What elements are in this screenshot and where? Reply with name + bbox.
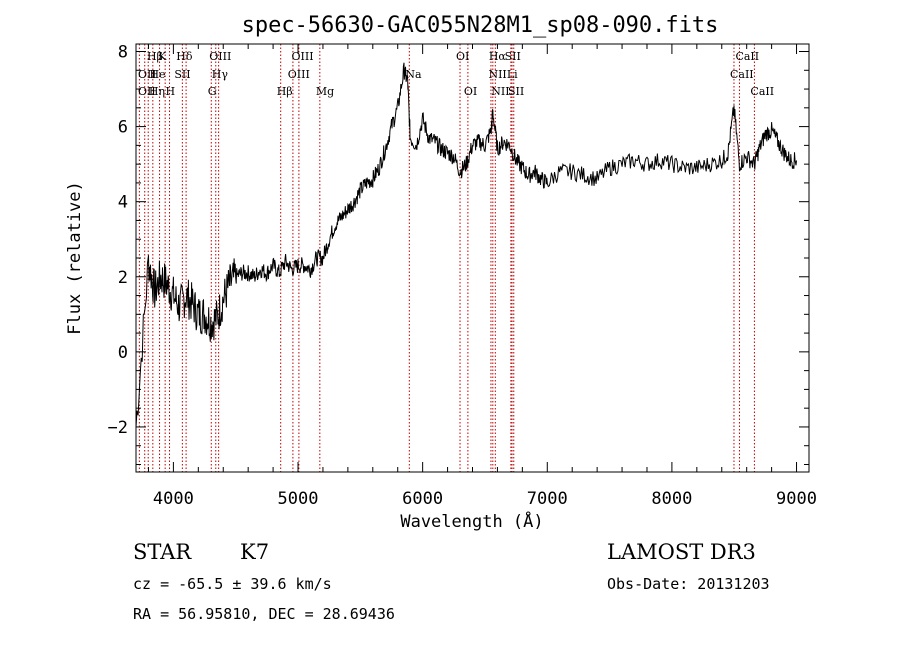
line-label: OI	[456, 50, 469, 63]
spectral-subclass: K7	[240, 540, 269, 564]
y-tick-label: 4	[118, 193, 128, 213]
line-label: OI	[464, 85, 477, 98]
line-label: G	[208, 85, 217, 98]
plot-frame	[135, 43, 810, 473]
line-label: NII	[491, 85, 509, 98]
line-label: Hη	[149, 85, 165, 98]
x-tick-label: 4000	[153, 489, 194, 509]
redshift-velocity: cz = -65.5 ± 39.6 km/s	[133, 575, 332, 593]
line-label: Hβ	[277, 85, 293, 98]
line-label: Mg	[316, 85, 334, 98]
flux-curve	[135, 62, 797, 428]
emission-line-markers	[138, 44, 755, 472]
observation-date: Obs-Date: 20131203	[607, 575, 770, 593]
y-axis-label: Flux (relative)	[65, 181, 85, 335]
line-label: Hγ	[212, 68, 229, 81]
line-label: He	[149, 68, 165, 81]
x-tick-label: 8000	[651, 489, 692, 509]
line-label: SII	[508, 85, 524, 98]
sky-coordinates: RA = 56.95810, DEC = 28.69436	[133, 605, 395, 623]
line-label: OIII	[288, 68, 310, 81]
line-label: CaII	[735, 50, 759, 63]
y-tick-label: 2	[118, 268, 128, 288]
y-tick-label: 8	[118, 43, 128, 63]
object-class: STAR	[133, 540, 192, 564]
line-label: SII	[174, 68, 190, 81]
line-label: Li	[507, 68, 518, 81]
line-label: CaII	[750, 85, 774, 98]
y-tick-label: 0	[118, 343, 128, 363]
x-tick-label: 7000	[527, 489, 568, 509]
spectrum-series	[135, 62, 797, 428]
line-label: OIII	[292, 50, 314, 63]
line-label: Na	[405, 68, 422, 81]
y-tick-label: −2	[108, 418, 128, 438]
x-tick-label: 6000	[402, 489, 443, 509]
x-tick-label: 5000	[278, 489, 319, 509]
line-label: Hα	[489, 50, 507, 63]
axis-ticks: 4000 5000 6000 7000 8000 9000 −2 0 2 4 6 8	[108, 43, 817, 509]
x-axis-label: Wavelength (Å)	[400, 510, 543, 532]
line-label: Hβ	[147, 50, 163, 63]
line-label: SII	[505, 50, 521, 63]
line-label: NII	[488, 68, 506, 81]
line-label: Hδ	[176, 50, 193, 63]
line-label: CaII	[730, 68, 754, 81]
line-label: OII	[138, 85, 156, 98]
chart-title: spec-56630-GAC055N28M1_sp08-090.fits	[242, 13, 719, 38]
line-label: I	[152, 68, 156, 81]
line-label: H	[166, 85, 176, 98]
line-label: K	[158, 50, 167, 63]
line-label: OII	[138, 68, 156, 81]
line-label: OIII	[209, 50, 231, 63]
y-tick-label: 6	[118, 118, 128, 138]
x-tick-label: 9000	[776, 489, 817, 509]
survey-name: LAMOST DR3	[607, 540, 756, 564]
